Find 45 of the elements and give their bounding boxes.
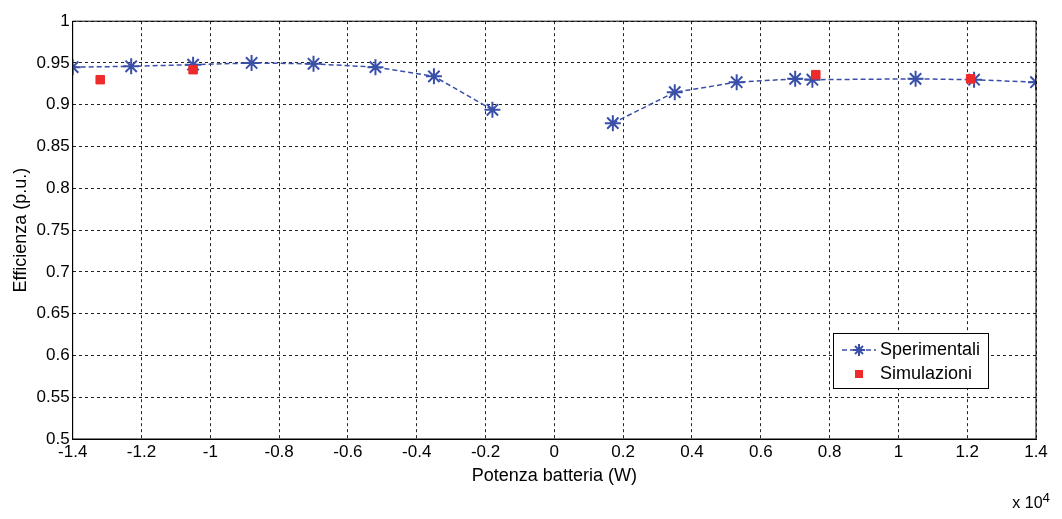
x-tick-label: -1 — [202, 441, 218, 461]
point — [95, 74, 105, 85]
x-tick-label: 1.4 — [1024, 441, 1048, 461]
point — [242, 53, 261, 72]
y-tick-label: 0.8 — [46, 178, 70, 198]
x-tick-label: -0.4 — [402, 441, 432, 461]
point — [483, 100, 502, 119]
y-tick-label: 0.9 — [46, 94, 70, 114]
point — [811, 69, 821, 80]
x-tick-label: 0.2 — [611, 441, 635, 461]
point — [906, 69, 925, 88]
point — [122, 57, 141, 76]
x-tick-label: 0.4 — [680, 441, 704, 461]
point — [727, 73, 746, 92]
x-tick-label: 0.6 — [748, 441, 773, 461]
legend-label: Sperimentali — [879, 338, 981, 361]
point — [665, 83, 684, 102]
x-tick-label: -1.2 — [126, 441, 157, 461]
y-tick-label: 0.7 — [46, 261, 70, 281]
x-tick-label: 1.2 — [955, 441, 980, 461]
text: x 10$^{4}$ — [1012, 489, 1050, 514]
point — [424, 67, 443, 86]
x-tick-label: 0.8 — [817, 441, 842, 461]
y-tick-label: 0.65 — [36, 303, 70, 323]
point — [304, 54, 323, 73]
x-tick-label: 0 — [549, 441, 560, 461]
point — [603, 114, 622, 133]
x-tick-label: -0.2 — [470, 441, 501, 461]
x-axis-title: Potenza batteria (W) — [471, 465, 637, 486]
y-tick-label: 0.6 — [46, 345, 70, 365]
point — [965, 70, 984, 89]
y-tick-label: 0.75 — [36, 219, 70, 239]
y-tick-label: 0.95 — [36, 52, 70, 72]
y-tick-label: 0.85 — [36, 136, 70, 156]
x-tick-label: -0.6 — [333, 441, 363, 461]
point — [366, 58, 385, 77]
x-tick-label: 1 — [893, 441, 904, 461]
legend-label: Simulazioni — [879, 362, 974, 385]
point — [188, 64, 198, 75]
y-axis-title: Efficienza (p.u.) — [9, 167, 30, 293]
point — [786, 69, 805, 88]
x-tick-label: -0.8 — [264, 441, 294, 461]
y-tick-label: 0.55 — [36, 386, 70, 406]
y-tick-label: 1 — [60, 10, 70, 30]
point — [965, 74, 976, 84]
